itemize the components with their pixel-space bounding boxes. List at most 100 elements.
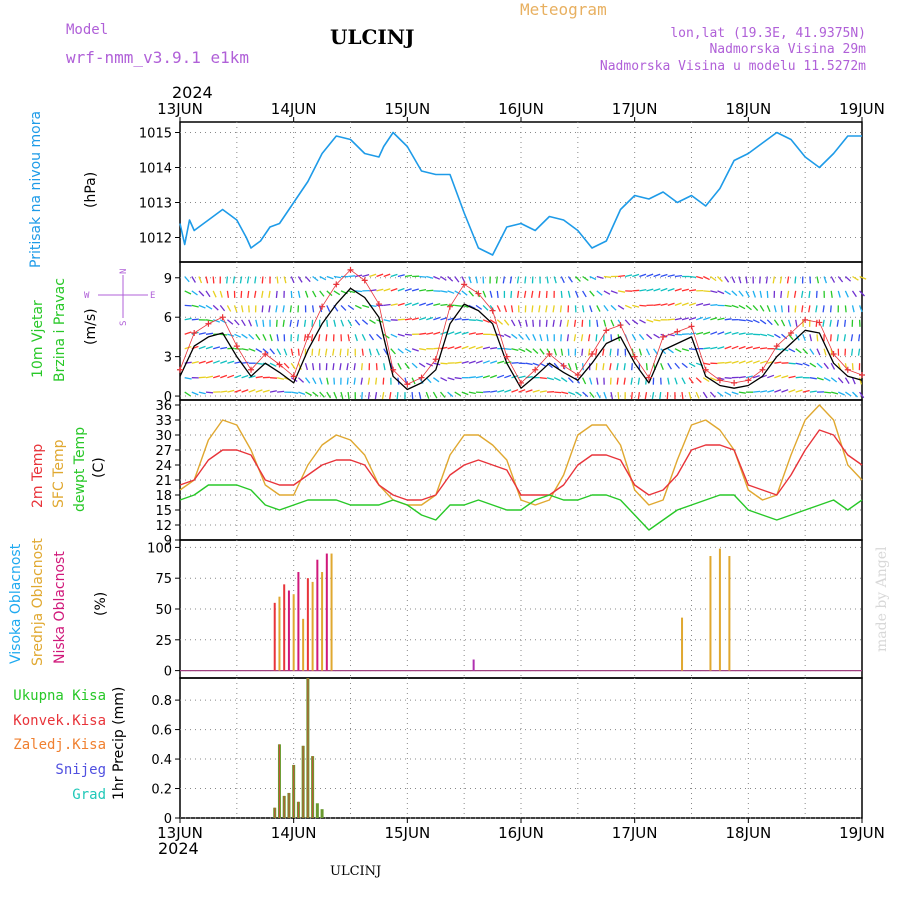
wind-barb	[738, 345, 746, 350]
wind-barb	[667, 318, 675, 321]
wind-barb	[198, 376, 206, 379]
x-tick-label-bottom: 16JUN	[498, 824, 544, 842]
wind-barb	[582, 391, 589, 398]
wind-barb	[695, 316, 704, 321]
wind-barb	[318, 348, 321, 356]
wind-barb	[852, 391, 858, 398]
wind-barb	[241, 319, 246, 327]
wind-barb	[637, 377, 641, 385]
wind-barb	[418, 302, 427, 307]
wind-barb	[312, 391, 319, 397]
wind-barb	[667, 287, 675, 292]
wind-barb	[269, 390, 277, 393]
wind-barb	[319, 290, 325, 297]
wind-barb	[262, 389, 270, 393]
wind-barb	[637, 392, 641, 400]
wind-barb	[651, 391, 655, 400]
wind-barb	[440, 317, 448, 321]
wind-barb	[795, 362, 803, 366]
wind-barb	[609, 363, 612, 371]
wind-barb	[596, 290, 603, 296]
x-tick-label-top: 13JUN	[157, 100, 203, 118]
y-tick-label-precip: 0.2	[151, 783, 172, 798]
wind-barb	[490, 390, 498, 393]
wind-barb	[759, 305, 765, 312]
wind-barb	[502, 276, 506, 284]
wind-barb	[368, 348, 372, 356]
wind-barb	[234, 374, 242, 379]
wind-barb	[587, 334, 591, 342]
compass-n: N	[119, 269, 129, 274]
model-name: wrf-nmm_v3.9.1 e1km	[66, 48, 249, 67]
wind-barb	[248, 333, 255, 340]
wind-barb	[844, 276, 852, 282]
wind-barb	[454, 345, 462, 350]
wind-barb	[809, 348, 815, 355]
high-cloud-ylabel: Visoka Oblacnost	[8, 543, 24, 664]
pressure-unit: (hPa)	[83, 172, 99, 208]
wind-barb	[233, 305, 238, 313]
wind-barb	[511, 361, 519, 364]
wind-barb	[510, 319, 516, 327]
y-tick-label-cloud: 25	[155, 634, 172, 649]
wind-barb	[809, 276, 812, 284]
wind-barb	[454, 317, 462, 321]
wind-barb	[830, 276, 836, 283]
wind-barb	[802, 334, 806, 342]
y-tick-label-cloud: 0	[164, 665, 172, 680]
wind-barb	[511, 389, 519, 393]
wind-barb	[760, 360, 767, 364]
wind-barb	[844, 377, 850, 384]
temp2m-ylabel: 2m Temp	[30, 444, 46, 508]
wind-barb	[382, 377, 385, 385]
wind-barb	[227, 360, 235, 364]
wind-barb	[610, 290, 618, 294]
wind-barb	[829, 305, 832, 313]
wind-barb	[411, 348, 419, 352]
wind-barb	[375, 348, 380, 356]
wind-barb	[290, 362, 296, 370]
x-tick-label-top: 18JUN	[725, 100, 771, 118]
wind-barb	[497, 360, 505, 364]
gust-marker	[859, 372, 865, 379]
wind-barb	[574, 290, 579, 298]
wind-barb	[239, 276, 243, 284]
wind-ylabel-2: Brzina i Pravac	[52, 278, 68, 382]
wind-barb	[589, 275, 597, 281]
wind-barb	[319, 391, 325, 398]
wind-barb	[304, 377, 311, 384]
wind-barb	[553, 362, 560, 369]
wind-barb	[475, 276, 478, 284]
wind-barb	[696, 275, 704, 280]
wind-barb	[397, 287, 405, 292]
wind-barb	[759, 276, 761, 284]
wind-barb	[333, 377, 336, 385]
wind-barb	[731, 391, 739, 395]
wind-barb	[788, 348, 796, 353]
wind-barb	[566, 334, 570, 342]
wind-barb	[305, 276, 311, 283]
wind-barb	[786, 276, 790, 284]
wind-barb	[404, 333, 412, 336]
wind-barb	[333, 275, 341, 279]
wind-barb	[289, 319, 292, 327]
wind-barb	[226, 276, 229, 284]
wind-barb	[752, 346, 761, 350]
wind-speed-line	[179, 287, 863, 391]
wind-barb	[220, 390, 228, 393]
wind-barb	[184, 331, 192, 335]
wind-barb	[490, 333, 498, 337]
wind-barb	[809, 377, 817, 380]
wind-barb	[681, 377, 686, 385]
wind-barb	[545, 305, 548, 313]
compass-e: E	[150, 291, 155, 301]
wind-barb	[795, 389, 803, 393]
wind-barb	[724, 361, 732, 364]
wind-barb	[523, 290, 527, 298]
wind-barb	[383, 363, 386, 371]
wind-barb	[767, 389, 775, 393]
wind-barb	[660, 273, 668, 278]
wind-barb	[836, 334, 839, 342]
wind-barb	[426, 332, 434, 335]
wind-barb	[404, 288, 412, 292]
